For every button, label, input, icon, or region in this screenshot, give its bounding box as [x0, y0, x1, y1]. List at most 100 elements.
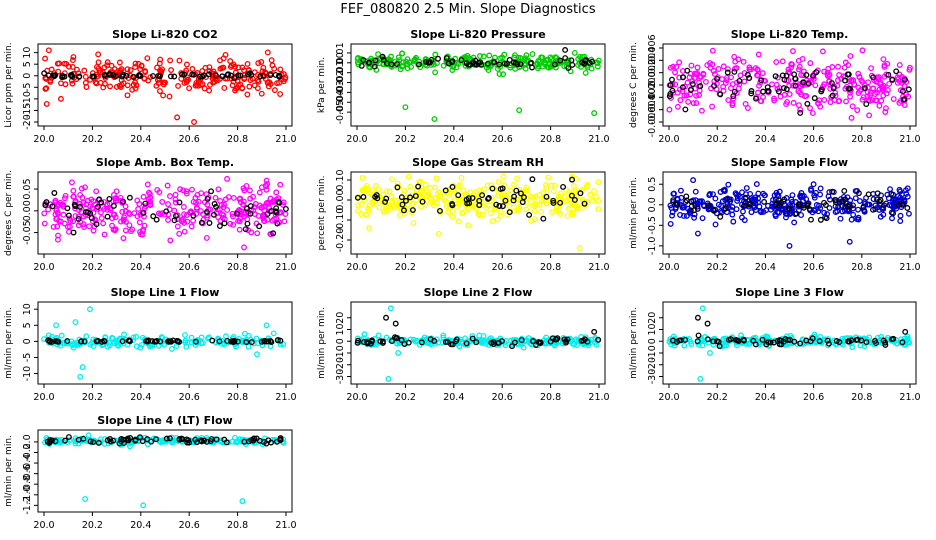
data-point [841, 77, 848, 84]
data-point [714, 75, 721, 82]
data-point [720, 63, 727, 70]
data-point [159, 198, 166, 205]
data-point [872, 202, 879, 209]
data-point [122, 227, 129, 234]
data-point [277, 91, 284, 98]
data-point [565, 205, 572, 212]
data-point [394, 180, 401, 187]
data-point [485, 195, 492, 201]
data-point [107, 83, 114, 90]
data-point [904, 335, 911, 342]
data-point-outlier [699, 305, 706, 312]
x-tick-label: 20.2 [82, 392, 103, 403]
data-point [277, 66, 284, 73]
data-point-outlier [591, 110, 598, 117]
data-point [453, 336, 460, 343]
data-point [231, 75, 238, 81]
data-point [276, 73, 283, 80]
data-point [493, 201, 500, 208]
data-point [543, 334, 550, 341]
data-point [759, 336, 766, 343]
data-point [237, 81, 244, 88]
data-point [403, 195, 410, 201]
data-point [43, 85, 50, 92]
data-point [42, 55, 48, 62]
data-point [837, 215, 844, 222]
data-point [43, 100, 50, 107]
data-point [248, 339, 255, 346]
y-tick-label: -30 [335, 369, 346, 385]
data-point [142, 69, 149, 75]
data-point [76, 73, 83, 80]
y-tick-label: -0.05 [22, 220, 33, 245]
data-point [275, 199, 282, 206]
data-point [250, 193, 256, 200]
x-tick-label: 20.6 [492, 262, 513, 273]
data-point [589, 197, 596, 204]
data-point [133, 333, 140, 340]
data-point [901, 96, 908, 103]
data-point [758, 77, 765, 84]
x-tick-label: 20.2 [707, 134, 728, 145]
data-point-outlier [431, 116, 438, 122]
data-point [737, 72, 744, 79]
data-point [156, 189, 163, 196]
data-point [734, 197, 741, 204]
data-point [695, 332, 702, 339]
x-tick-label: 20.4 [443, 262, 464, 273]
data-point [271, 65, 278, 72]
data-point [270, 330, 277, 337]
data-point [518, 190, 524, 197]
data-point [427, 59, 433, 66]
x-tick-label: 20.4 [755, 134, 776, 145]
data-point [90, 343, 97, 350]
y-tick-label: -0.02 [335, 70, 346, 95]
data-point [497, 208, 504, 215]
data-point [182, 332, 188, 339]
y-tick-label: -20 [335, 357, 346, 373]
data-point [127, 228, 134, 235]
data-point [373, 341, 380, 348]
data-point [723, 209, 730, 216]
y-tick-label: -0.6 [22, 464, 33, 483]
data-point [216, 223, 223, 229]
data-point [201, 85, 208, 92]
data-point [255, 78, 262, 85]
data-point [670, 190, 677, 197]
data-point [236, 218, 243, 225]
data-point [582, 69, 589, 76]
x-tick-label: 20.0 [346, 262, 367, 273]
data-point [846, 206, 852, 213]
data-point [195, 82, 202, 89]
data-point [553, 207, 560, 214]
data-point [375, 51, 382, 58]
data-point [141, 75, 148, 82]
data-point [538, 208, 545, 215]
data-point [684, 67, 691, 74]
data-point [672, 200, 679, 207]
data-point [166, 93, 173, 100]
data-point [69, 64, 76, 70]
x-tick-label: 21.0 [275, 262, 296, 273]
data-point [571, 341, 578, 348]
data-point-outlier [591, 328, 598, 335]
plot-frame [662, 171, 917, 255]
data-point [355, 202, 362, 209]
data-point [392, 197, 399, 204]
data-point [72, 440, 79, 447]
data-point [800, 72, 807, 79]
data-point [804, 100, 811, 107]
data-point [443, 203, 450, 210]
data-point [203, 234, 210, 241]
data-point [550, 188, 557, 195]
data-point-outlier [157, 56, 164, 63]
y-tick-label: -30 [647, 369, 658, 385]
data-point [42, 202, 49, 209]
data-point [502, 197, 509, 204]
y-tick-label: -5 [22, 83, 33, 92]
data-point [106, 195, 113, 202]
data-point [232, 87, 239, 94]
data-point [77, 200, 83, 207]
data-point [669, 87, 676, 94]
data-point [880, 56, 887, 63]
